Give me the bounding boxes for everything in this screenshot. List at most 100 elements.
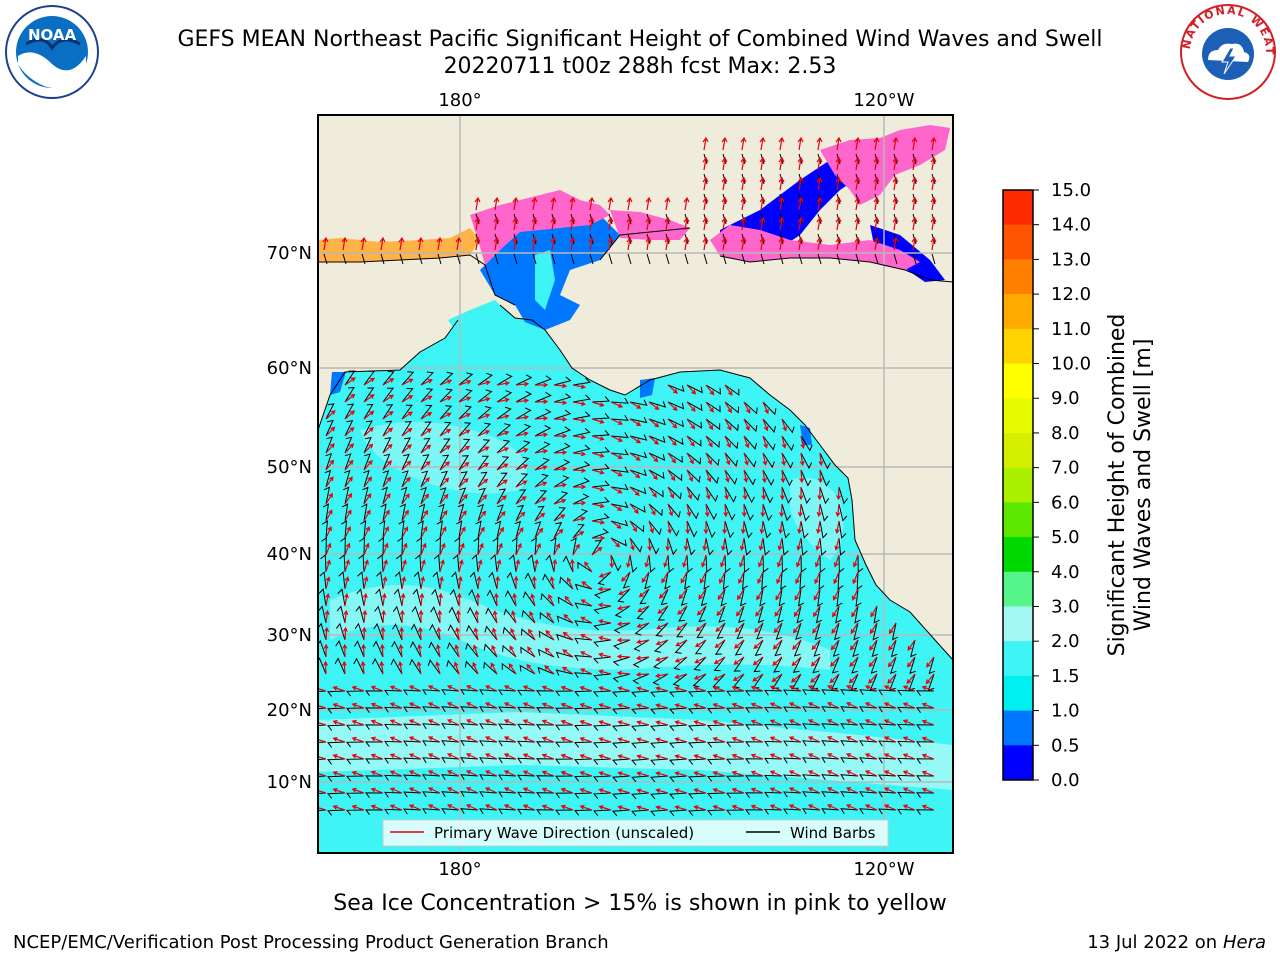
wave-direction-arrow — [742, 486, 748, 501]
wind-barb — [422, 774, 441, 781]
wave-direction-arrow — [379, 660, 385, 675]
wind-barb — [648, 537, 660, 555]
wind-barb — [762, 486, 774, 504]
wind-barb — [334, 657, 346, 675]
wave-direction-arrow — [712, 737, 726, 743]
wind-barb — [592, 741, 612, 748]
wave-direction-arrow — [743, 469, 749, 483]
wave-direction-arrow — [531, 575, 537, 590]
wave-direction-arrow — [833, 554, 840, 568]
wind-barb — [631, 792, 650, 800]
wind-barb — [422, 791, 441, 798]
wave-direction-arrow — [930, 136, 937, 151]
wave-direction-arrow — [361, 643, 367, 658]
wave-direction-arrow — [870, 605, 878, 618]
wave-direction-arrow — [531, 196, 538, 211]
wave-direction-arrow — [682, 554, 688, 568]
wave-direction-arrow — [731, 770, 745, 777]
wave-direction-arrow — [683, 537, 689, 552]
wind-barb — [555, 724, 574, 731]
wind-barb — [572, 428, 591, 437]
wave-direction-arrow — [771, 673, 783, 683]
wave-direction-arrow — [664, 236, 671, 251]
wind-barb — [724, 486, 737, 503]
wave-direction-arrow — [398, 660, 403, 675]
wave-direction-arrow — [677, 605, 688, 615]
wind-barb — [536, 809, 555, 815]
wind-barb — [534, 505, 545, 522]
colorbar-tick-label: 7.0 — [1051, 458, 1080, 479]
wind-barb — [745, 775, 764, 781]
wave-direction-arrow — [370, 770, 384, 777]
wave-direction-arrow — [569, 196, 576, 211]
colorbar-segment — [1003, 259, 1033, 295]
wave-direction-arrow — [379, 236, 386, 251]
wave-direction-arrow — [341, 236, 348, 251]
wave-direction-arrow — [439, 575, 444, 590]
wind-barb — [802, 791, 821, 798]
wind-barb — [660, 588, 669, 606]
wave-direction-arrow — [439, 509, 448, 522]
wave-direction-arrow — [496, 479, 508, 488]
wind-barb — [783, 740, 802, 747]
wave-direction-arrow — [496, 559, 502, 573]
wave-direction-arrow — [721, 216, 728, 231]
colorbar-tick-label: 0.0 — [1051, 770, 1080, 791]
wind-barb — [515, 423, 532, 437]
wind-barb — [890, 639, 898, 658]
wind-barb — [878, 740, 897, 747]
wind-barb — [534, 425, 552, 437]
wind-barb — [835, 605, 842, 624]
wave-direction-arrow — [686, 401, 696, 412]
wave-direction-arrow — [529, 610, 536, 624]
wave-direction-arrow — [534, 481, 548, 488]
wave-direction-arrow — [791, 656, 802, 667]
wind-barb — [447, 624, 460, 641]
wave-direction-arrow — [515, 414, 530, 420]
wave-direction-arrow — [399, 609, 405, 624]
wind-barb — [910, 639, 917, 658]
wave-direction-arrow — [436, 236, 443, 251]
colorbar-segment — [1003, 641, 1033, 677]
wind-barb — [394, 571, 403, 590]
wave-direction-arrow — [629, 435, 642, 444]
wave-direction-arrow — [598, 686, 612, 692]
wave-direction-arrow — [512, 592, 518, 607]
wind-barb — [344, 420, 354, 437]
wave-direction-arrow — [693, 703, 707, 709]
wave-direction-arrow — [759, 136, 766, 151]
wave-direction-arrow — [351, 736, 365, 743]
wind-barb — [363, 387, 375, 403]
wind-barb — [477, 455, 490, 471]
wave-direction-arrow — [930, 156, 937, 171]
wind-barb — [836, 253, 841, 265]
wave-direction-arrow — [550, 236, 557, 251]
wave-direction-arrow — [703, 521, 709, 535]
wind-barb — [515, 456, 530, 471]
wave-direction-arrow — [382, 509, 390, 522]
wind-barb — [431, 588, 441, 607]
colorbar-tick-label: 15.0 — [1051, 180, 1091, 201]
wind-barb — [821, 808, 840, 815]
wave-direction-arrow — [641, 571, 650, 584]
wave-direction-arrow — [911, 216, 918, 231]
wave-direction-arrow — [738, 554, 745, 568]
wave-direction-arrow — [607, 196, 614, 211]
wave-direction-arrow — [796, 537, 802, 551]
wind-barb — [403, 757, 422, 764]
wave-direction-arrow — [648, 401, 660, 411]
wind-barb — [764, 689, 783, 696]
wave-direction-arrow — [382, 559, 388, 573]
wind-barb — [700, 588, 708, 607]
wind-barb — [650, 724, 669, 732]
wind-barb — [667, 452, 683, 464]
wave-direction-arrow — [439, 542, 446, 556]
wind-barb — [636, 605, 650, 620]
wave-direction-arrow — [332, 788, 346, 794]
wave-direction-arrow — [702, 136, 709, 151]
wave-direction-arrow — [830, 656, 840, 667]
wave-direction-arrow — [674, 805, 688, 811]
wind-barb — [441, 791, 460, 798]
wave-direction-arrow — [503, 736, 517, 743]
wind-barb — [629, 416, 648, 424]
